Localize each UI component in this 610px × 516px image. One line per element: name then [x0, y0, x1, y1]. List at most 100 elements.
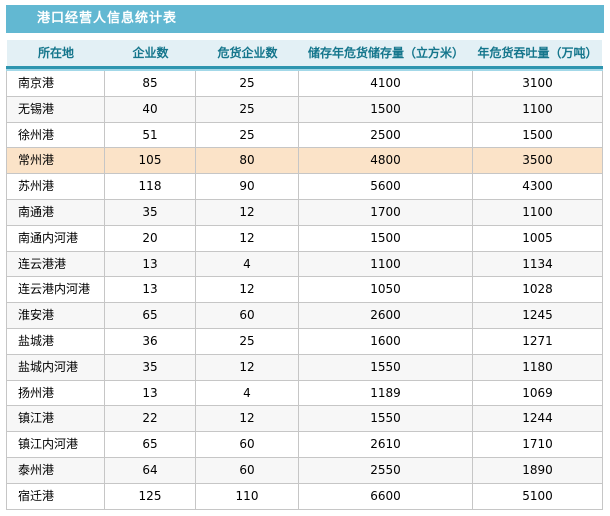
cell-throughput: 1271 [522, 333, 553, 348]
port-operators-table: 所在地 企业数 危货企业数 储存年危货储存量（立方米） 年危货吞吐量（万吨） 南… [6, 40, 603, 510]
cell-enterprise-count: 13 [105, 380, 196, 406]
table-row[interactable]: 镇江港 22 12 1550 1244 [7, 406, 602, 433]
cell-dg-enterprise-count: 12 [196, 225, 299, 251]
table-header: 所在地 企业数 危货企业数 储存年危货储存量（立方米） 年危货吞吐量（万吨） [7, 40, 602, 66]
cell-enterprise-count: 85 [105, 71, 196, 96]
cell-dg-enterprise-count: 12 [196, 199, 299, 225]
cell-throughput: 1180 [522, 359, 553, 374]
cell-enterprise-count: 13 [105, 277, 196, 303]
table-row[interactable]: 淮安港 65 60 2600 1245 [7, 303, 602, 329]
table-row[interactable]: 无锡港 40 25 1500 1100 [7, 96, 602, 123]
cell-storage-volume: 2550 [299, 457, 473, 483]
table-row[interactable]: 南通内河港 20 12 1500 1005 [7, 225, 602, 252]
cell-storage-volume: 1500 [299, 96, 473, 122]
cell-storage-volume: 2610 [299, 432, 473, 457]
cell-location: 宿迁港 [7, 483, 105, 509]
table-row[interactable]: 连云港港 13 4 1100 1134 [7, 251, 602, 278]
table-row[interactable]: 南通港 35 12 1700 1100 [7, 199, 602, 226]
cell-storage-volume: 2600 [299, 303, 473, 328]
cell-location: 连云港内河港 [7, 277, 105, 303]
cell-throughput: 1100 [522, 204, 553, 219]
column-header-dg-enterprise-count: 危货企业数 [217, 46, 278, 60]
cell-throughput: 3500 [522, 153, 553, 168]
cell-enterprise-count: 125 [105, 483, 196, 509]
cell-location: 南京港 [7, 71, 105, 96]
table-row[interactable]: 徐州港 51 25 2500 1500 [7, 122, 602, 149]
cell-location: 无锡港 [7, 96, 105, 122]
cell-storage-volume: 1550 [299, 406, 473, 432]
cell-dg-enterprise-count: 25 [196, 96, 299, 122]
cell-location: 镇江港 [7, 406, 105, 432]
cell-enterprise-count: 20 [105, 225, 196, 251]
header-rule-light [6, 69, 603, 71]
cell-location: 盐城港 [7, 328, 105, 354]
table-row[interactable]: 扬州港 13 4 1189 1069 [7, 380, 602, 407]
cell-location: 扬州港 [7, 380, 105, 406]
cell-location: 常州港 [7, 148, 105, 174]
cell-throughput: 1134 [522, 256, 553, 271]
table-row[interactable]: 南京港 85 25 4100 3100 [7, 71, 602, 97]
cell-storage-volume: 4100 [299, 71, 473, 96]
cell-dg-enterprise-count: 25 [196, 71, 299, 96]
cell-enterprise-count: 51 [105, 122, 196, 148]
cell-storage-volume: 6600 [299, 483, 473, 509]
cell-enterprise-count: 35 [105, 354, 196, 380]
column-header-location: 所在地 [37, 46, 74, 60]
cell-throughput: 1005 [522, 230, 553, 245]
cell-location: 南通港 [7, 199, 105, 225]
cell-enterprise-count: 65 [105, 303, 196, 328]
cell-throughput: 3100 [522, 76, 553, 90]
cell-enterprise-count: 40 [105, 96, 196, 122]
cell-enterprise-count: 22 [105, 406, 196, 432]
cell-dg-enterprise-count: 90 [196, 174, 299, 199]
table-row[interactable]: 苏州港 118 90 5600 4300 [7, 174, 602, 200]
cell-location: 南通内河港 [7, 225, 105, 251]
cell-dg-enterprise-count: 12 [196, 354, 299, 380]
cell-storage-volume: 1100 [299, 251, 473, 277]
cell-storage-volume: 1500 [299, 225, 473, 251]
cell-dg-enterprise-count: 25 [196, 122, 299, 148]
cell-storage-volume: 4800 [299, 148, 473, 174]
table-row[interactable]: 盐城港 36 25 1600 1271 [7, 328, 602, 355]
table-body: 南京港 85 25 4100 3100 无锡港 40 25 1500 1100 … [6, 71, 603, 510]
cell-storage-volume: 1700 [299, 199, 473, 225]
table-row[interactable]: 镇江内河港 65 60 2610 1710 [7, 432, 602, 458]
cell-throughput: 4300 [522, 179, 553, 194]
cell-dg-enterprise-count: 12 [196, 406, 299, 432]
cell-throughput: 1244 [522, 411, 553, 426]
cell-dg-enterprise-count: 80 [196, 148, 299, 174]
cell-storage-volume: 1600 [299, 328, 473, 354]
cell-storage-volume: 1550 [299, 354, 473, 380]
cell-throughput: 1500 [522, 127, 553, 142]
cell-storage-volume: 1050 [299, 277, 473, 303]
column-header-throughput: 年危货吞吐量（万吨） [477, 46, 598, 60]
table-row[interactable]: 泰州港 64 60 2550 1890 [7, 457, 602, 484]
title-spacer [6, 33, 604, 40]
cell-location: 连云港港 [7, 251, 105, 277]
cell-throughput: 1245 [522, 308, 553, 323]
cell-location: 徐州港 [7, 122, 105, 148]
cell-enterprise-count: 36 [105, 328, 196, 354]
cell-location: 盐城内河港 [7, 354, 105, 380]
cell-enterprise-count: 65 [105, 432, 196, 457]
cell-dg-enterprise-count: 4 [196, 251, 299, 277]
cell-dg-enterprise-count: 25 [196, 328, 299, 354]
cell-throughput: 1028 [522, 282, 553, 297]
cell-dg-enterprise-count: 60 [196, 432, 299, 457]
cell-dg-enterprise-count: 60 [196, 457, 299, 483]
cell-enterprise-count: 105 [105, 148, 196, 174]
cell-throughput: 1100 [522, 101, 553, 116]
header-rule-dark [6, 66, 603, 69]
table-row[interactable]: 宿迁港 125 110 6600 5100 [7, 483, 602, 510]
cell-throughput: 1069 [522, 385, 553, 400]
table-row[interactable]: 常州港 105 80 4800 3500 [7, 148, 602, 175]
cell-enterprise-count: 35 [105, 199, 196, 225]
column-header-storage-volume: 储存年危货储存量（立方米） [307, 46, 464, 60]
panel-title: 港口经营人信息统计表 [6, 5, 604, 33]
cell-storage-volume: 2500 [299, 122, 473, 148]
table-row[interactable]: 连云港内河港 13 12 1050 1028 [7, 277, 602, 304]
cell-enterprise-count: 13 [105, 251, 196, 277]
table-row[interactable]: 盐城内河港 35 12 1550 1180 [7, 354, 602, 381]
cell-location: 镇江内河港 [7, 432, 105, 457]
cell-dg-enterprise-count: 4 [196, 380, 299, 406]
